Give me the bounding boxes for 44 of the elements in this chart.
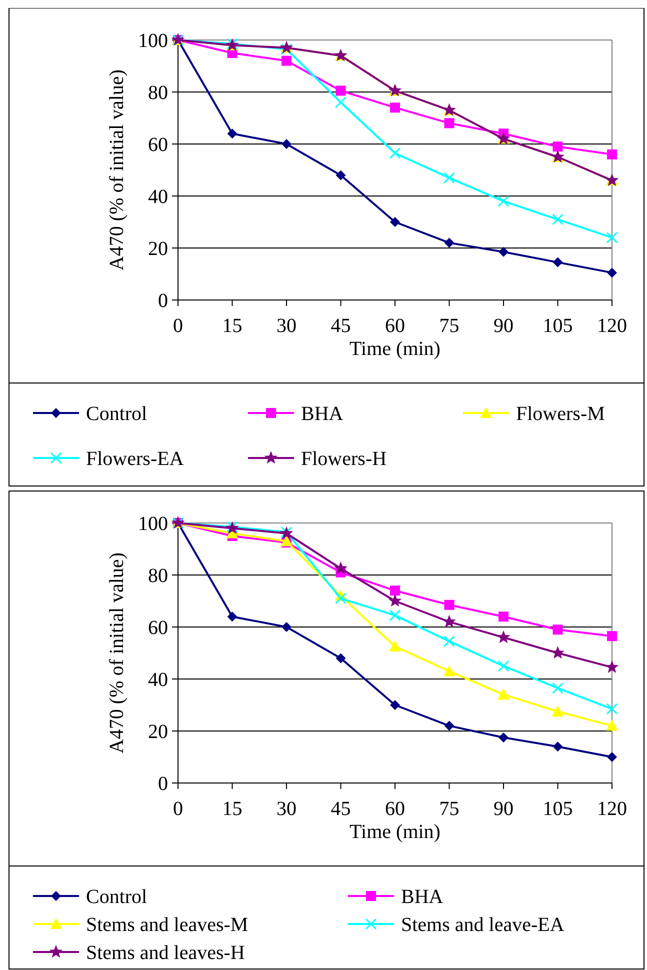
y-tick-label: 0 xyxy=(158,773,168,795)
x-tick-label: 120 xyxy=(597,315,627,337)
legend-label: Stems and leaves-H xyxy=(86,942,245,964)
x-tick-label: 30 xyxy=(276,798,296,820)
x-tick-label: 30 xyxy=(276,315,296,337)
legend-label: Control xyxy=(86,886,148,908)
y-tick-label: 60 xyxy=(148,134,168,156)
legend-label: Flowers-EA xyxy=(86,448,184,470)
x-tick-label: 45 xyxy=(330,315,351,337)
y-tick-label: 100 xyxy=(138,30,168,52)
y-tick-label: 40 xyxy=(148,669,168,691)
x-tick-label: 105 xyxy=(542,798,573,820)
y-tick-label: 0 xyxy=(158,290,168,312)
x-tick-label: 60 xyxy=(385,315,405,337)
x-tick-label: 0 xyxy=(173,798,183,820)
y-tick-label: 40 xyxy=(148,186,168,208)
legend-label: Stems and leave-EA xyxy=(401,914,565,936)
legend-label: Stems and leaves-M xyxy=(86,914,248,936)
x-tick-label: 120 xyxy=(597,798,627,820)
y-tick-label: 60 xyxy=(148,617,168,639)
y-tick-label: 80 xyxy=(148,565,168,587)
legend-label: Control xyxy=(86,403,148,425)
x-axis-title: Time (min) xyxy=(350,821,440,843)
y-axis-title: A470 (% of initial value) xyxy=(106,552,128,754)
y-tick-label: 100 xyxy=(138,513,168,535)
x-tick-label: 105 xyxy=(542,315,573,337)
legend-label: BHA xyxy=(301,403,344,425)
x-tick-label: 90 xyxy=(494,315,514,337)
y-axis-title: A470 (% of initial value) xyxy=(106,69,128,271)
y-tick-label: 20 xyxy=(148,238,168,260)
x-tick-label: 75 xyxy=(439,798,460,820)
x-tick-label: 75 xyxy=(439,315,460,337)
legend-label: Flowers-H xyxy=(301,448,387,470)
x-tick-label: 60 xyxy=(385,798,405,820)
legend-label: BHA xyxy=(401,886,444,908)
x-tick-label: 45 xyxy=(330,798,351,820)
x-axis-title: Time (min) xyxy=(350,338,440,360)
x-tick-label: 15 xyxy=(222,798,242,820)
x-tick-label: 90 xyxy=(494,798,514,820)
x-tick-label: 0 xyxy=(173,315,183,337)
x-tick-label: 15 xyxy=(222,315,242,337)
y-tick-label: 80 xyxy=(148,82,168,104)
legend-label: Flowers-M xyxy=(516,403,606,425)
y-tick-label: 20 xyxy=(148,721,168,743)
